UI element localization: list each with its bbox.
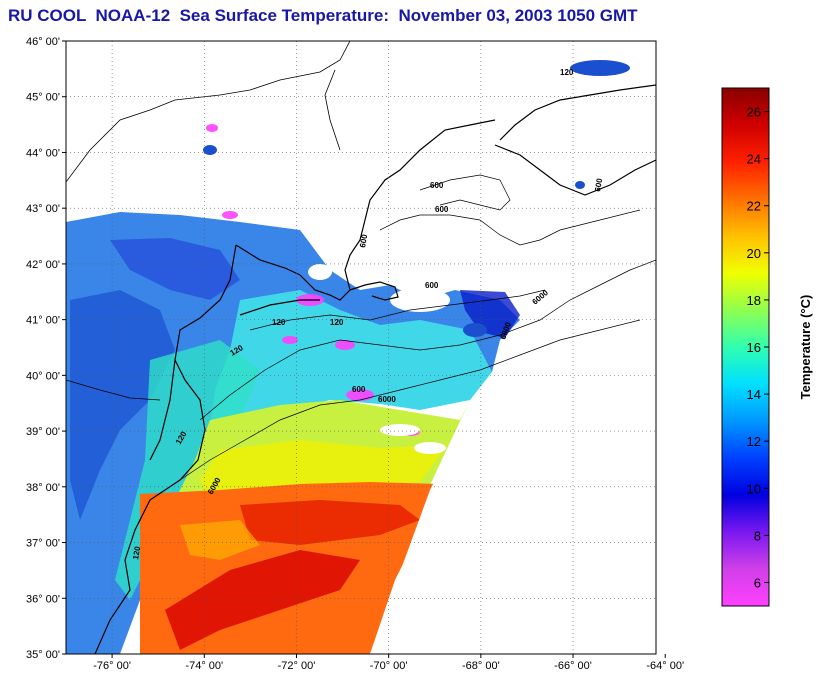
lon-tick-label: -66° 00' <box>554 660 592 672</box>
colorbar-tick-label: 20 <box>747 246 761 261</box>
sst-warm-patch <box>180 520 260 560</box>
contour-label: 600 <box>425 281 439 290</box>
colorbar-title: Temperature (°C) <box>798 295 813 400</box>
colorbar-tick-label: 12 <box>747 434 761 449</box>
lat-tick-label: 41° 00' <box>26 315 60 327</box>
coastline-long-island <box>239 299 320 316</box>
bathymetry-contours <box>179 174 656 481</box>
contour-label: 120 <box>560 68 574 77</box>
lon-tick-label: -70° 00' <box>370 660 408 672</box>
colorbar-tick-label: 8 <box>754 528 761 543</box>
contour-label: 120 <box>330 318 344 327</box>
lat-tick-label: 36° 00' <box>26 593 60 605</box>
lon-tick-label: -68° 00' <box>462 660 500 672</box>
contour-label: 600 <box>430 181 444 190</box>
coastline-bay-of-fundy <box>499 84 656 141</box>
colorbar-tick-label: 14 <box>747 387 761 402</box>
contour-label: 6000 <box>378 395 396 404</box>
sst-deep-blue-patches <box>70 290 175 520</box>
lat-tick-label: 38° 00' <box>26 482 60 494</box>
sst-hot-core-2 <box>165 550 360 650</box>
sst-yellow-band <box>200 440 448 500</box>
white-cloud-patches <box>308 264 450 454</box>
map-title: RU COOL NOAA-12 Sea Surface Temperature:… <box>8 6 638 25</box>
contour-label: 120 <box>272 318 286 327</box>
lat-tick-label: 40° 00' <box>26 370 60 382</box>
lon-tick-label: -74° 00' <box>185 660 223 672</box>
colorbar-tick-label: 24 <box>747 152 761 167</box>
contour-label: 600 <box>352 385 366 394</box>
lat-tick-label: 44° 00' <box>26 147 60 159</box>
swath-edge-mask <box>370 372 656 654</box>
lat-tick-label: 39° 00' <box>26 426 60 438</box>
contour-label: 600 <box>593 177 604 192</box>
map-plot-area: 120 120 120 120 600 600 600 600 600 6000… <box>66 41 656 654</box>
coastline-cape-cod <box>349 281 399 301</box>
lat-tick-label: 42° 00' <box>26 259 60 271</box>
lon-tick-label: -64° 00' <box>646 660 684 672</box>
colorbar-ticks: 26 24 22 20 18 16 14 12 10 8 6 <box>747 105 769 590</box>
longitude-axis: -76° 00' -74° 00' -72° 00' -70° 00' -68° 00'… <box>93 654 684 672</box>
lat-tick-label: 37° 00' <box>26 538 60 550</box>
coastline-chesapeake <box>149 359 176 461</box>
colorbar-tick-label: 18 <box>747 293 761 308</box>
colorbar-tick-label: 22 <box>747 199 761 214</box>
lon-tick-label: -72° 00' <box>278 660 316 672</box>
borders <box>66 41 351 401</box>
sst-hot-core <box>240 500 420 545</box>
lat-tick-label: 35° 00' <box>26 649 60 661</box>
lat-tick-label: 45° 00' <box>26 92 60 104</box>
sst-deep-blue-patch-2 <box>110 238 240 300</box>
lon-tick-label: -76° 00' <box>93 660 131 672</box>
colorbar-tick-label: 26 <box>747 105 761 120</box>
coastline-nova-scotia <box>494 144 656 196</box>
contour-label: 600 <box>358 233 369 248</box>
latitude-axis: 46° 00' 45° 00' 44° 00' 43° 00' 42° 00' 41° 0… <box>26 36 66 661</box>
colorbar-tick-label: 16 <box>747 340 761 355</box>
contour-label: 120 <box>131 545 142 560</box>
colorbar: 26 24 22 20 18 16 14 12 10 8 6 Temperature (°C) <box>721 87 813 607</box>
coastline-new-england <box>235 119 496 301</box>
lat-tick-label: 46° 00' <box>26 36 60 48</box>
colorbar-bar <box>721 87 770 607</box>
contour-label: 600 <box>435 205 449 214</box>
lat-tick-label: 43° 00' <box>26 203 60 215</box>
map-frame <box>65 40 657 655</box>
colorbar-tick-label: 10 <box>747 481 761 496</box>
colorbar-tick-label: 6 <box>754 575 761 590</box>
coastline-mid-atlantic <box>94 244 237 654</box>
coastlines <box>94 84 656 654</box>
